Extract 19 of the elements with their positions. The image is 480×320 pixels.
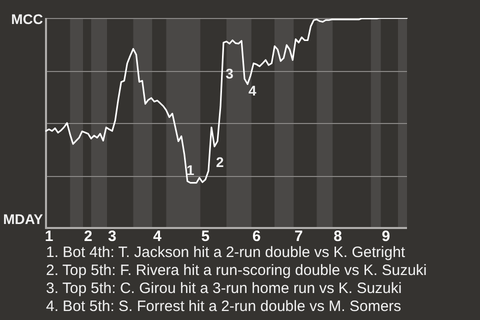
x-tick-label: 6 <box>252 228 261 246</box>
text: 3. Top 5th: C. Girou hit a 3-run home run vs K. Suzuki <box>46 280 403 298</box>
text: 2. Top 5th: F. Rivera hit a run-scoring double vs K. Suzuki <box>46 262 427 280</box>
annotation: 4 <box>248 82 256 98</box>
annotation: 3 <box>226 66 234 82</box>
text: MDAY <box>3 210 44 227</box>
x-tick-label: 1 <box>44 228 54 246</box>
x-tick-label: 9 <box>382 228 390 246</box>
text: 1. Bot 4th: T. Jackson hit a 2-run double vs K. Getright <box>46 244 406 262</box>
text: 4. Bot 5th: S. Forrest hit a 2-run double vs M. Somers <box>46 298 402 316</box>
x-tick-label: 5 <box>201 228 210 246</box>
x-tick-label: 8 <box>334 228 342 246</box>
text: MCC <box>11 10 43 27</box>
x-tick-label: 3 <box>108 228 116 246</box>
annotation: 1 <box>186 162 194 178</box>
annotation: 2 <box>216 154 224 170</box>
x-tick-label: 2 <box>84 228 92 246</box>
x-tick-label: 7 <box>294 228 303 246</box>
x-tick-label: 4 <box>153 228 162 246</box>
